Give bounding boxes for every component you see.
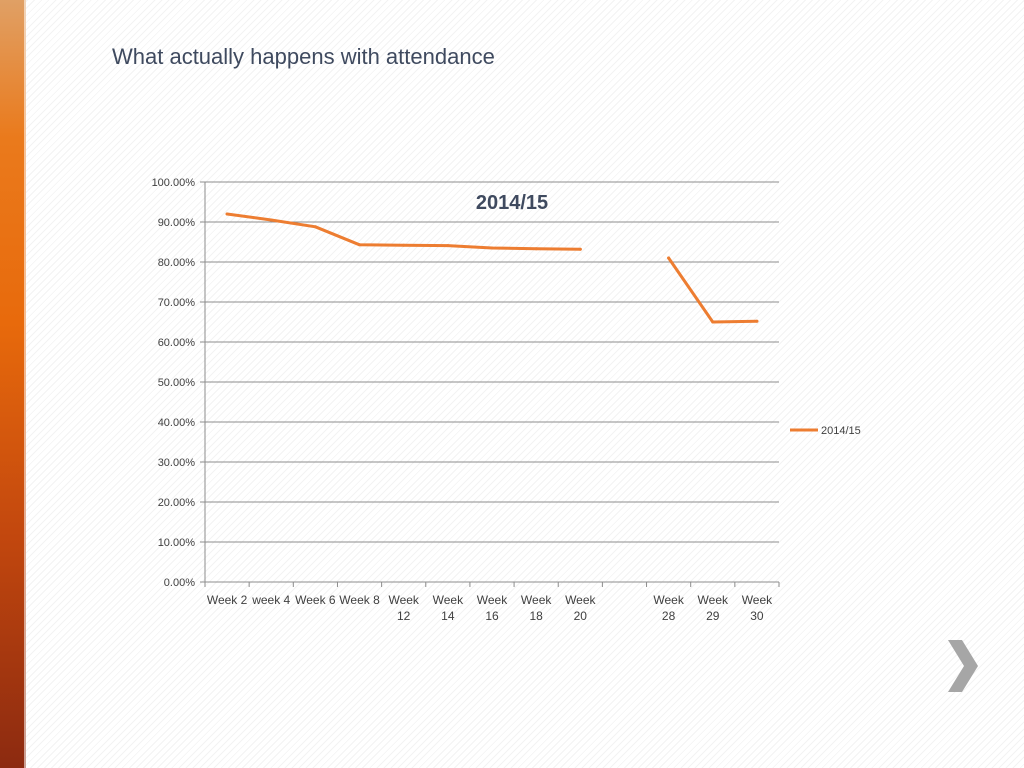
y-tick-label: 80.00% [158,257,196,269]
data-point [667,256,671,260]
y-tick-label: 100.00% [152,177,196,189]
x-tick-label: Week [388,593,419,607]
x-tick-label: Week [565,593,596,607]
y-tick-label: 30.00% [158,457,196,469]
data-point [269,218,273,222]
x-tick-label: 29 [706,609,720,623]
x-tick-label: 20 [574,609,588,623]
series-lines [225,212,759,324]
x-tick-label: 14 [441,609,455,623]
data-point [711,320,715,324]
y-tick-label: 90.00% [158,217,196,229]
data-point [755,319,759,323]
slide-title: What actually happens with attendance [112,44,495,69]
x-tick-label: 18 [529,609,543,623]
data-point [313,225,317,229]
x-tick-label: week 4 [251,593,290,607]
x-tick-label: Week [477,593,508,607]
series-line [667,256,759,324]
y-tick-label: 10.00% [158,537,196,549]
x-tick-label: Week [742,593,773,607]
tick-labels: 0.00% 10.00% 20.00% 30.00% 40.00% 50.00% 60.00… [152,177,774,623]
chart-title: 2014/15 [476,192,548,214]
x-tick-label: Week [433,593,464,607]
y-tick-label: 0.00% [164,577,195,589]
x-tick-label: 28 [662,609,676,623]
data-point [358,243,362,247]
left-accent-bar [0,0,26,768]
data-point [225,212,229,216]
x-tick-label: 12 [397,609,411,623]
x-tick-label: Week [653,593,684,607]
legend-label: 2014/15 [821,425,861,437]
legend: 2014/15 [790,425,861,437]
y-tick-label: 70.00% [158,297,196,309]
axes [200,181,780,587]
next-slide-chevron-icon[interactable] [942,636,982,696]
y-tick-label: 40.00% [158,417,196,429]
gridlines [205,181,779,543]
x-tick-label: Week 8 [339,593,380,607]
y-tick-label: 60.00% [158,337,196,349]
data-point [402,243,406,247]
data-point [534,247,538,251]
data-point [446,244,450,248]
x-tick-label: Week [521,593,552,607]
y-tick-label: 20.00% [158,497,196,509]
x-tick-label: Week 2 [207,593,248,607]
y-tick-label: 50.00% [158,377,196,389]
x-tick-label: Week 6 [295,593,336,607]
x-tick-label: Week [698,593,729,607]
x-tick-label: 30 [750,609,764,623]
data-point [578,247,582,251]
data-point [490,246,494,250]
x-tick-label: 16 [485,609,499,623]
